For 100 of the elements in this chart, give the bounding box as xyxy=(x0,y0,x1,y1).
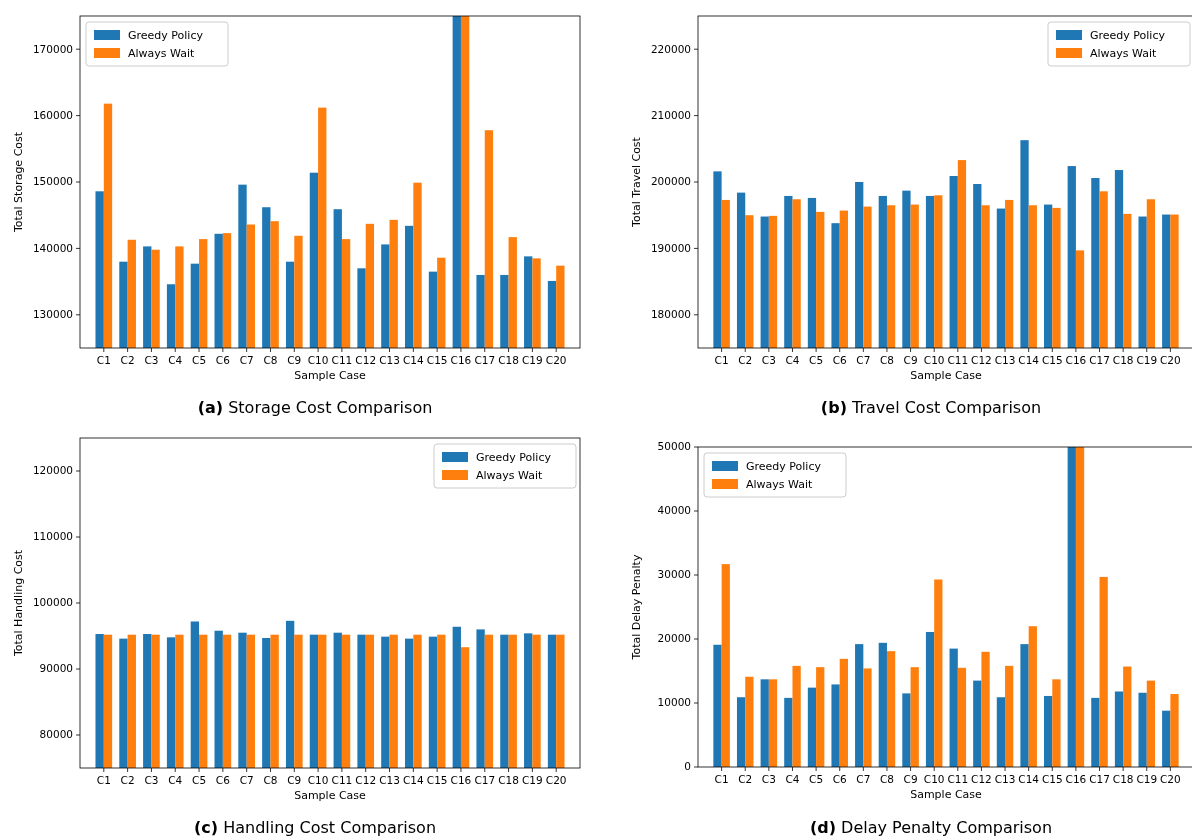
x-tick-label: C18 xyxy=(1112,354,1134,366)
bar xyxy=(1052,679,1061,767)
x-tick-label: C10 xyxy=(923,773,945,785)
x-tick-label: C18 xyxy=(498,354,519,366)
x-tick-label: C18 xyxy=(1112,773,1134,785)
bar xyxy=(996,697,1006,767)
bar xyxy=(949,648,958,767)
bar xyxy=(1099,576,1108,767)
bar xyxy=(886,651,896,767)
x-tick-label: C16 xyxy=(1065,773,1087,785)
x-tick-label: C14 xyxy=(402,354,424,366)
bar xyxy=(855,644,864,767)
x-tick-label: C17 xyxy=(1089,354,1110,366)
text: (b) Travel Cost Comparison xyxy=(820,398,1042,417)
x-tick-label: C16 xyxy=(450,354,472,366)
x-tick-label: C17 xyxy=(1089,773,1110,785)
y-tick-label: 80000 xyxy=(39,728,73,741)
text: (a) Storage Cost Comparison xyxy=(197,398,433,417)
x-tick-label: C19 xyxy=(1136,354,1158,366)
x-tick-label: C11 xyxy=(331,354,353,366)
x-tick-label: C20 xyxy=(1160,773,1181,785)
x-tick-label: C10 xyxy=(307,354,329,366)
bar xyxy=(1044,695,1053,767)
bar xyxy=(713,644,722,767)
x-tick-label: C9 xyxy=(903,773,918,785)
x-tick-label: C13 xyxy=(994,354,1016,366)
x-tick-label: C4 xyxy=(785,354,800,366)
x-tick-label: C14 xyxy=(1018,773,1040,785)
x-tick-label: C8 xyxy=(263,774,278,786)
y-tick-label: 140000 xyxy=(32,241,73,254)
legend-label: Always Wait xyxy=(128,47,196,60)
y-tick-label: 200000 xyxy=(650,175,691,188)
x-tick-label: C5 xyxy=(809,773,824,785)
x-axis-title: Sample Case xyxy=(910,369,983,382)
x-tick-label: C11 xyxy=(947,354,969,366)
x-tick-label: C8 xyxy=(879,773,894,785)
x-axis-title: Sample Case xyxy=(294,789,367,802)
x-tick-label: C9 xyxy=(287,774,302,786)
legend-label: Greedy Policy xyxy=(1090,29,1166,42)
y-tick-label: 180000 xyxy=(650,308,691,321)
bar xyxy=(1146,680,1156,767)
x-tick-label: C2 xyxy=(120,774,135,786)
y-axis-title: Total Handling Cost xyxy=(12,549,25,658)
x-tick-label: C10 xyxy=(923,354,945,366)
x-axis-title: Sample Case xyxy=(294,369,367,382)
bar xyxy=(736,697,746,767)
bar xyxy=(807,687,817,767)
x-tick-label: C18 xyxy=(498,774,519,786)
bar xyxy=(721,564,730,767)
y-axis-title: Total Travel Cost xyxy=(630,136,643,228)
bar xyxy=(1067,447,1076,767)
x-tick-label: C8 xyxy=(879,354,894,366)
legend-label: Always Wait xyxy=(476,469,544,482)
x-tick-label: C14 xyxy=(402,774,424,786)
text: (c) Handling Cost Comparison xyxy=(193,818,437,837)
legend-label: Always Wait xyxy=(1090,47,1158,60)
x-tick-label: C19 xyxy=(522,774,543,786)
bar xyxy=(973,680,982,767)
x-tick-label: C9 xyxy=(903,354,918,366)
x-axis-title: Sample Case xyxy=(910,788,983,801)
x-tick-label: C15 xyxy=(1041,354,1063,366)
x-tick-label: C1 xyxy=(714,773,729,785)
x-tick-label: C2 xyxy=(120,354,135,366)
y-tick-label: 110000 xyxy=(32,530,73,543)
x-tick-label: C14 xyxy=(1018,354,1040,366)
bar xyxy=(1005,665,1014,767)
x-tick-label: C20 xyxy=(545,774,567,786)
x-tick-label: C5 xyxy=(192,354,207,366)
x-tick-label: C12 xyxy=(355,354,377,366)
bar xyxy=(839,658,848,767)
bar xyxy=(1138,692,1147,767)
x-tick-label: C8 xyxy=(263,354,278,366)
x-tick-label: C19 xyxy=(522,354,543,366)
x-tick-label: C3 xyxy=(761,773,776,785)
y-tick-label: 150000 xyxy=(32,175,73,188)
x-tick-label: C3 xyxy=(144,354,159,366)
bar xyxy=(792,665,801,767)
y-tick-label: 120000 xyxy=(32,464,73,477)
x-tick-label: C12 xyxy=(971,773,992,785)
x-tick-label: C16 xyxy=(1065,354,1087,366)
x-tick-label: C16 xyxy=(450,774,472,786)
x-tick-label: C6 xyxy=(215,774,231,786)
y-tick-label: 90000 xyxy=(39,662,73,675)
x-tick-label: C11 xyxy=(947,773,969,785)
x-tick-label: C7 xyxy=(856,354,871,366)
x-tick-label: C13 xyxy=(379,354,400,366)
x-tick-label: C1 xyxy=(96,354,111,366)
y-tick-label: 20000 xyxy=(657,632,691,645)
x-tick-label: C17 xyxy=(474,354,496,366)
bar xyxy=(768,679,778,767)
y-tick-label: 130000 xyxy=(32,308,73,321)
y-tick-label: 160000 xyxy=(32,108,73,121)
x-tick-label: C15 xyxy=(1041,773,1063,785)
legend-label: Greedy Policy xyxy=(128,29,204,42)
x-tick-label: C3 xyxy=(144,774,159,786)
y-tick-label: 100000 xyxy=(32,596,73,609)
y-tick-label: 170000 xyxy=(32,42,73,55)
y-tick-label: 190000 xyxy=(650,241,691,254)
bar xyxy=(925,631,935,767)
x-tick-label: C7 xyxy=(239,354,254,366)
